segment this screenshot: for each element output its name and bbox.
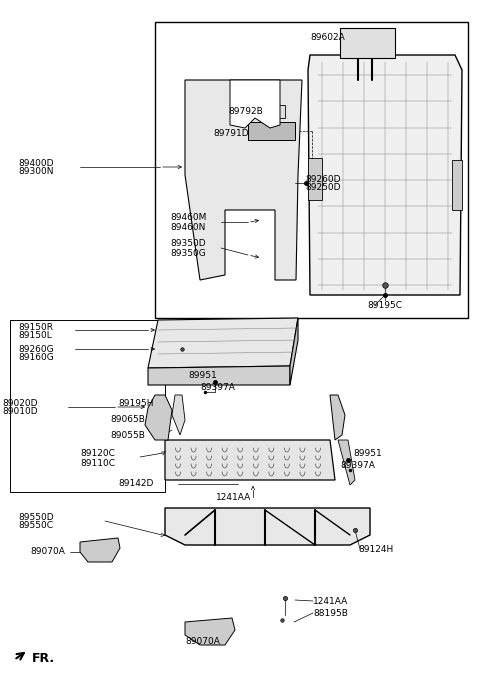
Text: FR.: FR. — [32, 652, 55, 665]
Polygon shape — [148, 366, 290, 385]
Text: 89142D: 89142D — [118, 480, 154, 488]
Text: 89350D: 89350D — [170, 239, 205, 248]
Polygon shape — [338, 440, 355, 485]
Polygon shape — [155, 22, 468, 318]
Text: 89300N: 89300N — [18, 167, 53, 177]
Text: 89124H: 89124H — [358, 544, 393, 554]
Text: 89400D: 89400D — [18, 158, 53, 167]
Text: 89951: 89951 — [188, 371, 217, 380]
Polygon shape — [165, 440, 335, 480]
Text: 89602A: 89602A — [310, 34, 345, 43]
Text: 89550C: 89550C — [18, 522, 53, 530]
Text: 89120C: 89120C — [80, 449, 115, 458]
Polygon shape — [80, 538, 120, 562]
Text: 89020D: 89020D — [2, 398, 37, 407]
Polygon shape — [290, 318, 298, 385]
Text: 89160G: 89160G — [18, 354, 54, 363]
Text: 89460N: 89460N — [170, 222, 205, 231]
Polygon shape — [165, 508, 370, 545]
Polygon shape — [172, 395, 185, 435]
Polygon shape — [262, 105, 285, 118]
Text: 89460M: 89460M — [170, 213, 206, 222]
Polygon shape — [308, 55, 462, 295]
Text: 89070A: 89070A — [185, 636, 220, 645]
Polygon shape — [230, 80, 280, 128]
Text: 89397A: 89397A — [340, 462, 375, 471]
Text: 89350G: 89350G — [170, 248, 206, 257]
Polygon shape — [185, 80, 302, 280]
Text: 89195H: 89195H — [118, 398, 154, 407]
Polygon shape — [248, 122, 295, 140]
Polygon shape — [452, 160, 462, 210]
Text: 89070A: 89070A — [30, 548, 65, 557]
Text: 1241AA: 1241AA — [216, 493, 251, 502]
Polygon shape — [185, 618, 235, 645]
Text: 89260D: 89260D — [305, 175, 340, 184]
Text: 89792B: 89792B — [228, 107, 263, 116]
Polygon shape — [340, 28, 395, 58]
Text: 89791D: 89791D — [213, 129, 249, 138]
Text: 89065B: 89065B — [110, 416, 145, 424]
Text: 89150L: 89150L — [18, 332, 52, 341]
Text: 89250D: 89250D — [305, 184, 340, 193]
Text: 88195B: 88195B — [313, 608, 348, 618]
Text: 89195C: 89195C — [367, 301, 402, 310]
Polygon shape — [145, 395, 172, 440]
Polygon shape — [148, 318, 298, 368]
Text: 89951: 89951 — [353, 449, 382, 458]
Text: 89055B: 89055B — [110, 431, 145, 440]
Text: 89110C: 89110C — [80, 458, 115, 468]
Text: 89550D: 89550D — [18, 513, 54, 522]
Text: 89010D: 89010D — [2, 407, 37, 416]
Polygon shape — [308, 158, 322, 200]
Text: 89150R: 89150R — [18, 323, 53, 332]
Text: 89260G: 89260G — [18, 345, 54, 354]
Text: 1241AA: 1241AA — [313, 596, 348, 605]
Text: 89397A: 89397A — [200, 383, 235, 391]
Polygon shape — [330, 395, 345, 440]
